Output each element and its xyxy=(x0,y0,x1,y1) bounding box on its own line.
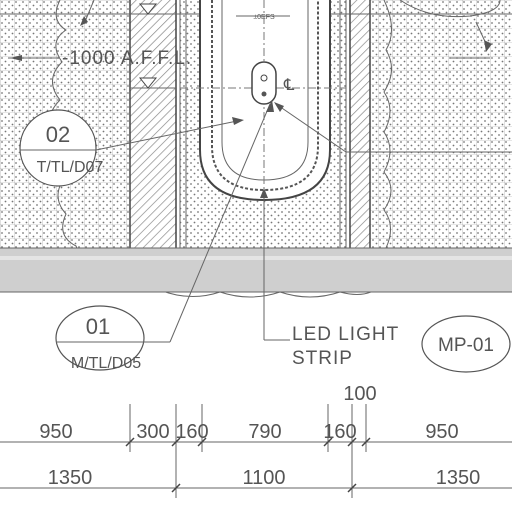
left-pier-hatch xyxy=(130,0,176,248)
fitting-point-upper xyxy=(260,74,268,82)
dim-row2-2: 1350 xyxy=(436,467,481,489)
mp-tag-ellipse xyxy=(421,315,511,373)
dim-row1-1: 300 xyxy=(136,421,169,443)
dim-row1-0: 950 xyxy=(39,421,72,443)
dim-above-row1: 100 xyxy=(343,383,376,405)
fitting-point-lower xyxy=(261,91,267,97)
right-wall-tiling xyxy=(370,0,512,248)
dim-row2-1: 1100 xyxy=(242,467,285,489)
tag-01-code: M/TL/D05 xyxy=(71,355,141,372)
dim-row1-5: 950 xyxy=(425,421,458,443)
dim-row1-2: 160 xyxy=(175,421,208,443)
mp-tag-text: MP-01 xyxy=(438,335,494,356)
led-label-line1: LED LIGHT xyxy=(292,324,399,345)
dimension-row-1: 950 300 160 790 160 950 100 xyxy=(0,383,512,452)
level-marker-mid xyxy=(138,77,158,89)
dim-row1-3: 790 xyxy=(248,421,281,443)
level-note: -1000 A.F.F.L. xyxy=(62,48,192,69)
centerline-symbol: ℄ xyxy=(283,77,295,94)
top-small-dimension: ±0EFS xyxy=(253,14,275,21)
tag-01-number: 01 xyxy=(86,314,110,339)
dim-row2-0: 1350 xyxy=(48,467,93,489)
tag-02-circle xyxy=(19,109,97,187)
dim-row1-4: 160 xyxy=(323,421,356,443)
led-light-strip-path xyxy=(211,0,319,192)
level-marker-top xyxy=(138,3,158,15)
led-label-line2: STRIP xyxy=(292,348,353,369)
tag-02-code: T/TL/D07 xyxy=(37,159,104,176)
wall-fitting xyxy=(251,61,277,105)
right-pier-hatch xyxy=(350,0,370,248)
top-right-tag-partial xyxy=(399,0,501,18)
tag-02-number: 02 xyxy=(46,122,70,147)
tag-01-circle xyxy=(55,305,145,371)
dimension-row-2: 1350 1100 1350 xyxy=(0,452,512,498)
floor-band xyxy=(0,248,512,292)
